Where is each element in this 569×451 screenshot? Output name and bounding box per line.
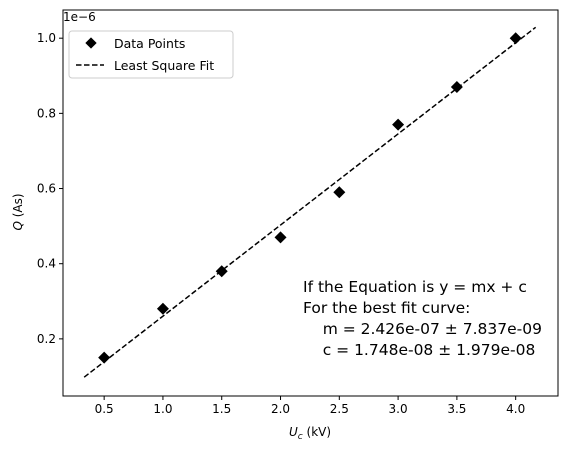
- x-tick-label: 0.5: [95, 402, 114, 416]
- y-tick-label: 1.0: [37, 31, 56, 45]
- data-point: [215, 265, 228, 278]
- y-axis-label-unit: (As): [11, 193, 25, 221]
- annotation-line-4: c = 1.748e-08 ± 1.979e-08: [303, 341, 535, 359]
- data-point: [392, 118, 405, 131]
- y-tick-label: 0.2: [37, 332, 56, 346]
- x-tick-label: 4.0: [506, 402, 525, 416]
- annotation-line-2: For the best fit curve:: [303, 299, 470, 317]
- legend-marker-data-points: [85, 37, 97, 49]
- annotation-line-1: If the Equation is y = mx + c: [303, 278, 527, 296]
- y-tick-label: 0.6: [37, 182, 56, 196]
- y-axis-label-symbol: Q: [11, 221, 25, 230]
- y-tick-label: 0.4: [37, 257, 56, 271]
- data-point: [450, 81, 463, 94]
- y-tick-label: 0.8: [37, 106, 56, 120]
- data-point: [509, 32, 522, 45]
- legend-box: [68, 30, 234, 79]
- x-axis-label-symbol: U: [289, 425, 298, 439]
- y-axis-label: Q (As): [11, 193, 25, 230]
- equation-annotation: If the Equation is y = mx + c For the be…: [303, 278, 542, 359]
- x-tick-label: 3.0: [389, 402, 408, 416]
- x-tick-label: 2.5: [330, 402, 349, 416]
- data-point: [274, 231, 287, 244]
- data-point: [333, 186, 346, 199]
- legend-label-fit: Least Square Fit: [114, 58, 214, 73]
- y-multiplier: 1e−6: [63, 10, 96, 24]
- x-tick-label: 1.0: [153, 402, 172, 416]
- x-axis-label-unit: (kV): [303, 425, 331, 439]
- x-axis-label-subscript: c: [298, 432, 303, 442]
- legend-label-data-points: Data Points: [114, 36, 185, 51]
- data-point: [156, 302, 169, 315]
- x-tick-label: 2.0: [271, 402, 290, 416]
- data-point: [98, 351, 111, 364]
- annotation-line-3: m = 2.426e-07 ± 7.837e-09: [303, 320, 542, 338]
- x-axis-label: Uc (kV): [289, 425, 331, 442]
- x-axis-ticks: 0.5 1.0 1.5 2.0 2.5 3.0 3.5 4.0: [95, 396, 525, 416]
- legend: Data Points Least Square Fit: [68, 30, 234, 79]
- data-points-group: [98, 32, 522, 364]
- x-tick-label: 1.5: [212, 402, 231, 416]
- y-axis-ticks: 0.2 0.4 0.6 0.8 1.0: [37, 31, 63, 346]
- x-tick-label: 3.5: [447, 402, 466, 416]
